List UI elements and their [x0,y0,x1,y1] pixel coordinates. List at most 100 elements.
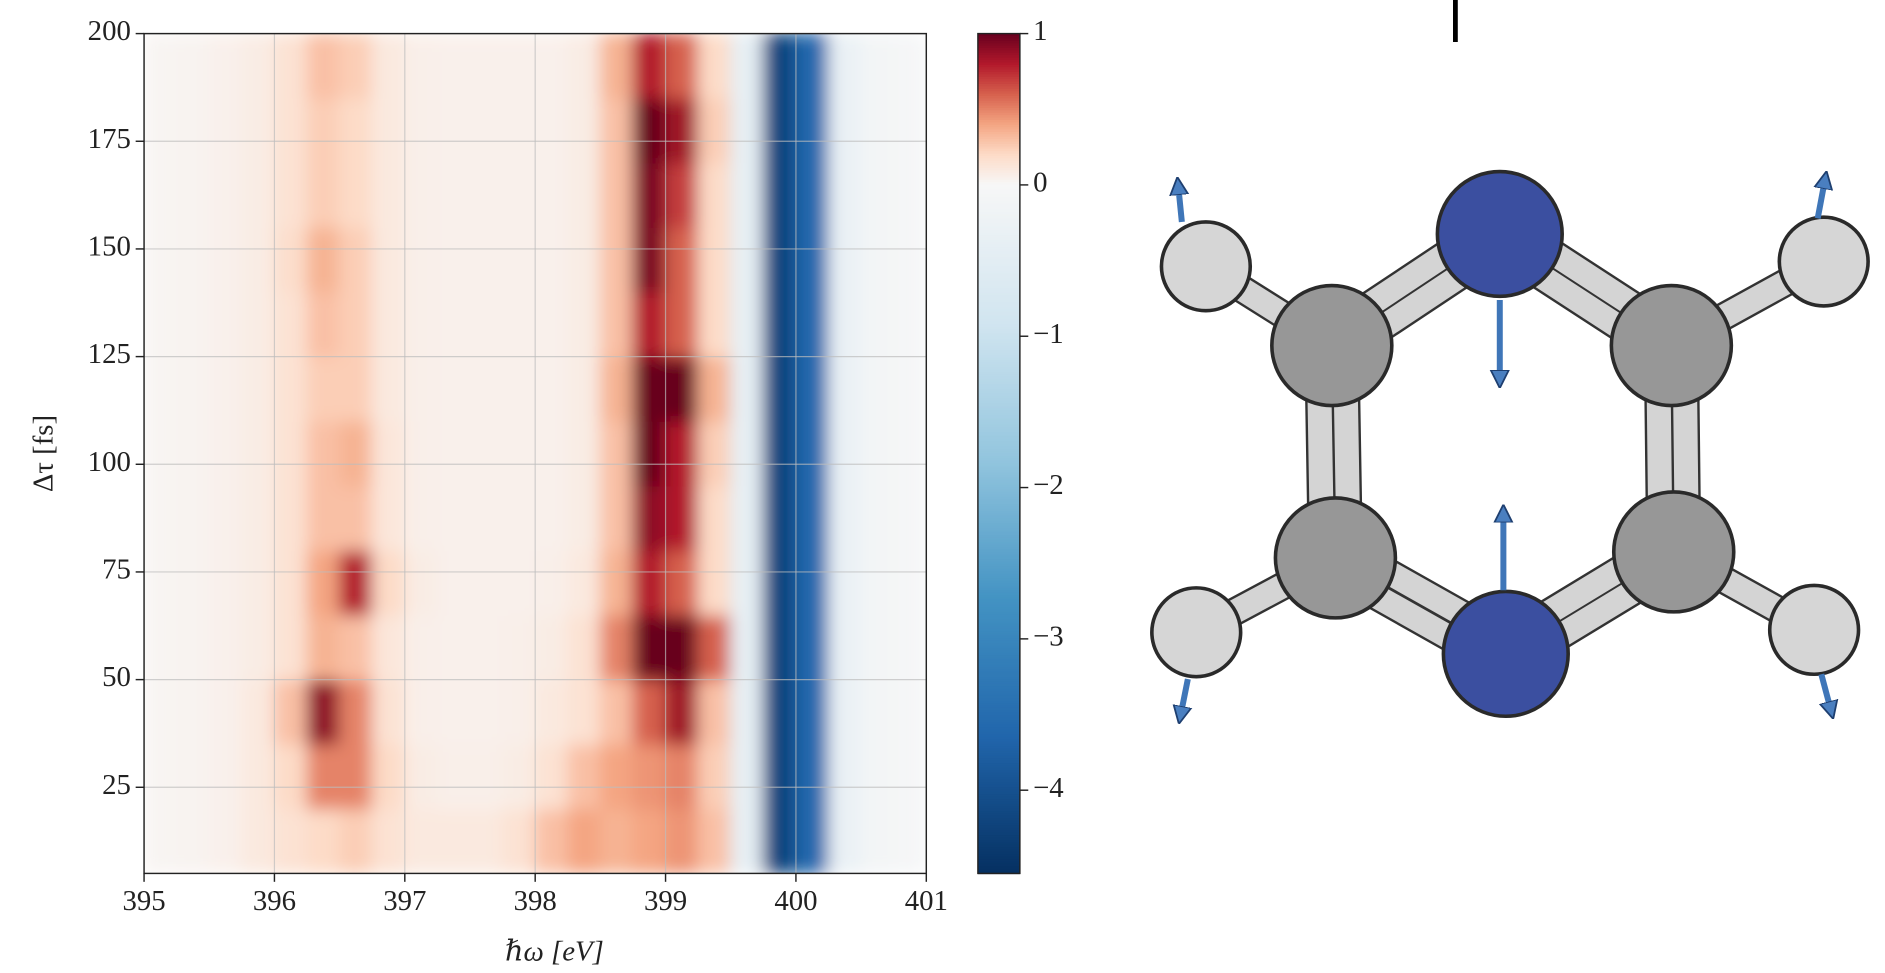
colorbar-slice [977,806,1020,810]
colorbar-slice [977,784,1020,788]
heatmap-cell [404,743,439,810]
colorbar-slice [977,508,1020,512]
heatmap-cell [306,614,341,681]
heatmap-cell [436,679,471,745]
colorbar-slice [977,743,1020,747]
colorbar-slice [977,763,1020,767]
colorbar-slice [977,364,1020,368]
colorbar-slice [977,88,1020,92]
heatmap-cell [306,291,341,358]
heatmap-cell [339,808,373,874]
heatmap-cell [469,291,504,358]
colorbar-slice [977,314,1020,318]
colorbar-slice [977,256,1020,260]
y-axis-label: Δτ [fs] [27,415,59,492]
colorbar-slice [977,628,1020,632]
colorbar-slice [977,431,1020,436]
heatmap-cell [404,291,439,358]
colorbar-slice [977,662,1020,666]
colorbar-slice [977,549,1020,553]
heatmap-cell [241,549,276,616]
colorbar-slice [977,443,1020,448]
colorbar-slice [977,338,1020,342]
heatmap-cell [893,291,927,358]
colorbar-slice [977,172,1020,176]
colorbar-slice [977,799,1020,803]
heatmap-cell [404,808,439,874]
heatmap-cell [469,485,504,552]
colorbar-slice [977,215,1020,220]
colorbar-slice [977,352,1020,356]
colorbar-slice [977,177,1020,181]
heatmap-cell [436,549,471,616]
colorbar-slice [977,705,1020,709]
heatmap-cell [599,226,634,293]
colorbar-slice [977,583,1020,587]
heatmap-cell [697,33,732,99]
heatmap-cell [339,33,373,99]
heatmap-cell [795,679,830,745]
heatmap-cell [176,420,210,487]
heatmap-cell [501,808,536,874]
colorbar-slice [977,273,1020,277]
colorbar-slice [977,323,1020,328]
colorbar-slice [977,835,1020,839]
colorbar-slice [977,124,1020,128]
heatmap-cell [893,614,927,681]
heatmap-cell [599,808,634,874]
colorbar-slice [977,863,1020,867]
heatmap-cell [273,614,308,681]
colorbar-slice [977,815,1020,819]
colorbar-slice [977,616,1020,620]
heatmap-cell [144,808,178,874]
colorbar-slice [977,463,1020,467]
colorbar-slice [977,611,1020,615]
heatmap-cell [827,33,862,99]
heatmap-cell [273,356,308,422]
colorbar-slice [977,283,1020,287]
colorbar-slice [977,83,1020,88]
colorbar-slice [977,520,1020,524]
heatmap-cell [893,97,927,164]
heatmap-cell [176,679,210,745]
heatmap-cell [730,162,764,228]
colorbar-slice [977,297,1020,301]
colorbar-slice [977,251,1020,256]
colorbar-slice [977,640,1020,644]
heatmap-cell [306,808,341,874]
y-tick-label: 175 [88,123,131,155]
heatmap-cell [144,33,178,99]
heatmap-cell [306,356,341,422]
colorbar-slice [977,455,1020,460]
heatmap-cell [599,679,634,745]
colorbar-slice [977,362,1020,366]
colorbar-slice [977,268,1020,272]
heatmap-cell [762,808,797,874]
heatmap-cell [404,97,439,164]
heatmap-cell [501,226,536,293]
heatmap-cell [371,291,406,358]
colorbar-slice [977,170,1020,174]
y-tick-label: 125 [88,338,131,370]
colorbar-slice [977,67,1020,71]
colorbar-tick-label: −1 [1033,318,1064,350]
heatmap-cell [827,549,862,616]
colorbar-slice [977,359,1020,364]
colorbar-slice [977,633,1020,637]
heatmap-cell [664,743,699,810]
y-tick-label: 100 [88,446,131,478]
colorbar-slice [977,551,1020,556]
heatmap-cell [762,162,797,228]
heatmap-cell [436,356,471,422]
heatmap-cell [632,420,667,487]
colorbar-slice [977,515,1020,520]
heatmap-cell [404,679,439,745]
colorbar-slice [977,211,1020,215]
colorbar-slice [977,683,1020,687]
colorbar-slice [977,57,1020,61]
y-tick-label: 200 [88,15,131,47]
heatmap-cell [436,97,471,164]
heatmap-cell [371,33,406,99]
colorbar-slice [977,544,1020,548]
heatmap-cell [860,420,895,487]
